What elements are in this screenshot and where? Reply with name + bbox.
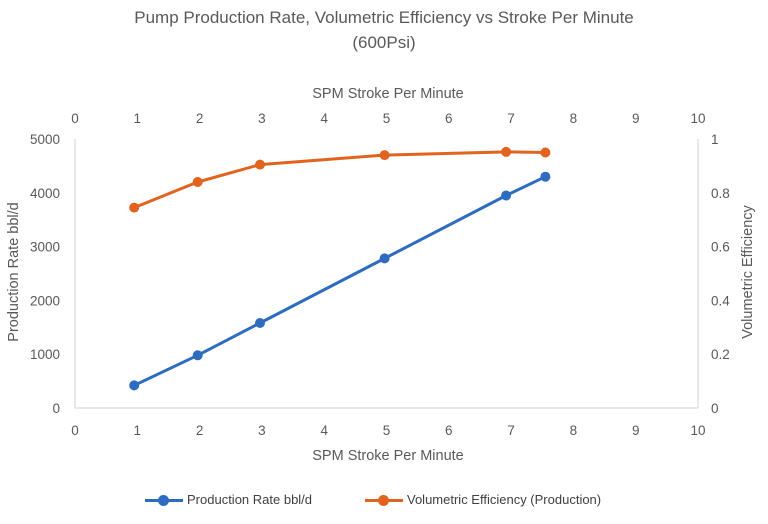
y-right-tick-5: 1 [711,132,719,147]
y-left-tick-0: 0 [52,401,60,416]
y-right-tick-4: 0.8 [711,186,730,201]
series-production-rate [129,171,551,391]
y-axis-label-left: Production Rate bbl/d [6,202,22,341]
x-tick-top-5: 5 [383,111,391,126]
y-right-tick-1: 0.2 [711,347,730,362]
data-point-production-rate-2 [255,318,265,328]
y-right-tick-2: 0.4 [711,293,730,308]
y-axis-label-right: Volumetric Efficiency [740,204,756,338]
legend-swatch-production-rate [145,494,183,506]
data-point-production-rate-5 [540,171,551,182]
data-point-volumetric-efficiency-0 [129,202,140,213]
x-tick-top-6: 6 [445,111,453,126]
x-tick-bottom-9: 9 [632,423,640,438]
y-left-tick-3: 3000 [30,240,60,255]
x-tick-bottom-8: 8 [570,423,578,438]
y-left-tick-5: 5000 [30,132,60,147]
axes [74,139,699,409]
chart-subtitle: (600Psi) [352,33,416,52]
x-axis-label-top: SPM Stroke Per Minute [312,86,464,102]
x-tick-bottom-0: 0 [71,423,79,438]
data-point-volumetric-efficiency-2 [255,159,265,170]
data-point-volumetric-efficiency-4 [501,146,512,157]
x-tick-top-0: 0 [71,111,79,126]
legend-swatch-volumetric-efficiency [365,494,403,506]
x-tick-top-2: 2 [196,111,204,126]
legend-label-production-rate: Production Rate bbl/d [187,492,313,507]
data-point-production-rate-3 [379,253,390,264]
y-right-tick-3: 0.6 [711,240,730,255]
legend: Production Rate bbl/d Volumetric Efficie… [0,492,768,514]
x-tick-top-9: 9 [632,111,640,126]
x-tick-bottom-7: 7 [507,423,515,438]
legend-label-volumetric-efficiency: Volumetric Efficiency (Production) [407,492,602,507]
data-point-volumetric-efficiency-1 [192,177,203,187]
legend-item-volumetric-efficiency: Volumetric Efficiency (Production) [365,492,601,507]
y-left-tick-4: 4000 [30,186,60,201]
x-tick-top-4: 4 [320,111,328,126]
x-tick-top-8: 8 [570,111,578,126]
y-left-tick-1: 1000 [30,347,60,362]
x-tick-bottom-5: 5 [383,423,391,438]
data-point-production-rate-4 [501,190,512,201]
x-tick-bottom-3: 3 [258,423,266,438]
tick-labels: 0011223344556677889910100100020003000400… [30,111,730,438]
series-volumetric-efficiency [129,146,551,213]
chart-title: Pump Production Rate, Volumetric Efficie… [134,8,634,27]
data-point-production-rate-1 [192,350,203,361]
data-point-volumetric-efficiency-5 [540,147,551,158]
y-left-tick-2: 2000 [30,293,60,308]
x-tick-bottom-6: 6 [445,423,453,438]
x-tick-bottom-10: 10 [690,423,705,438]
x-tick-bottom-1: 1 [134,423,142,438]
data-point-production-rate-0 [129,380,140,391]
data-point-volumetric-efficiency-3 [379,150,390,161]
x-tick-top-3: 3 [258,111,266,126]
series-line-production-rate [132,175,547,387]
x-tick-bottom-4: 4 [320,423,328,438]
y-right-tick-0: 0 [711,401,719,416]
series-layer [129,146,551,391]
x-tick-top-10: 10 [690,111,705,126]
x-axis-label-bottom: SPM Stroke Per Minute [312,448,464,464]
series-line-volumetric-efficiency [132,150,547,210]
x-tick-top-1: 1 [134,111,142,126]
x-tick-bottom-2: 2 [196,423,204,438]
x-tick-top-7: 7 [507,111,515,126]
legend-item-production-rate: Production Rate bbl/d [145,492,312,507]
chart-area: 0011223344556677889910100100020003000400… [6,86,756,464]
